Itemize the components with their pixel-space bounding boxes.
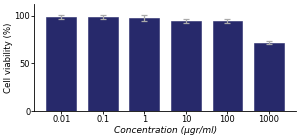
X-axis label: Concentration (μgr/ml): Concentration (μgr/ml) (114, 126, 217, 135)
Bar (212, 21, 242, 111)
Bar (88, 17, 118, 111)
Y-axis label: Cell viability (%): Cell viability (%) (4, 23, 13, 93)
Bar (254, 43, 284, 111)
Bar (171, 21, 201, 111)
Bar (129, 18, 159, 111)
Bar (46, 17, 76, 111)
